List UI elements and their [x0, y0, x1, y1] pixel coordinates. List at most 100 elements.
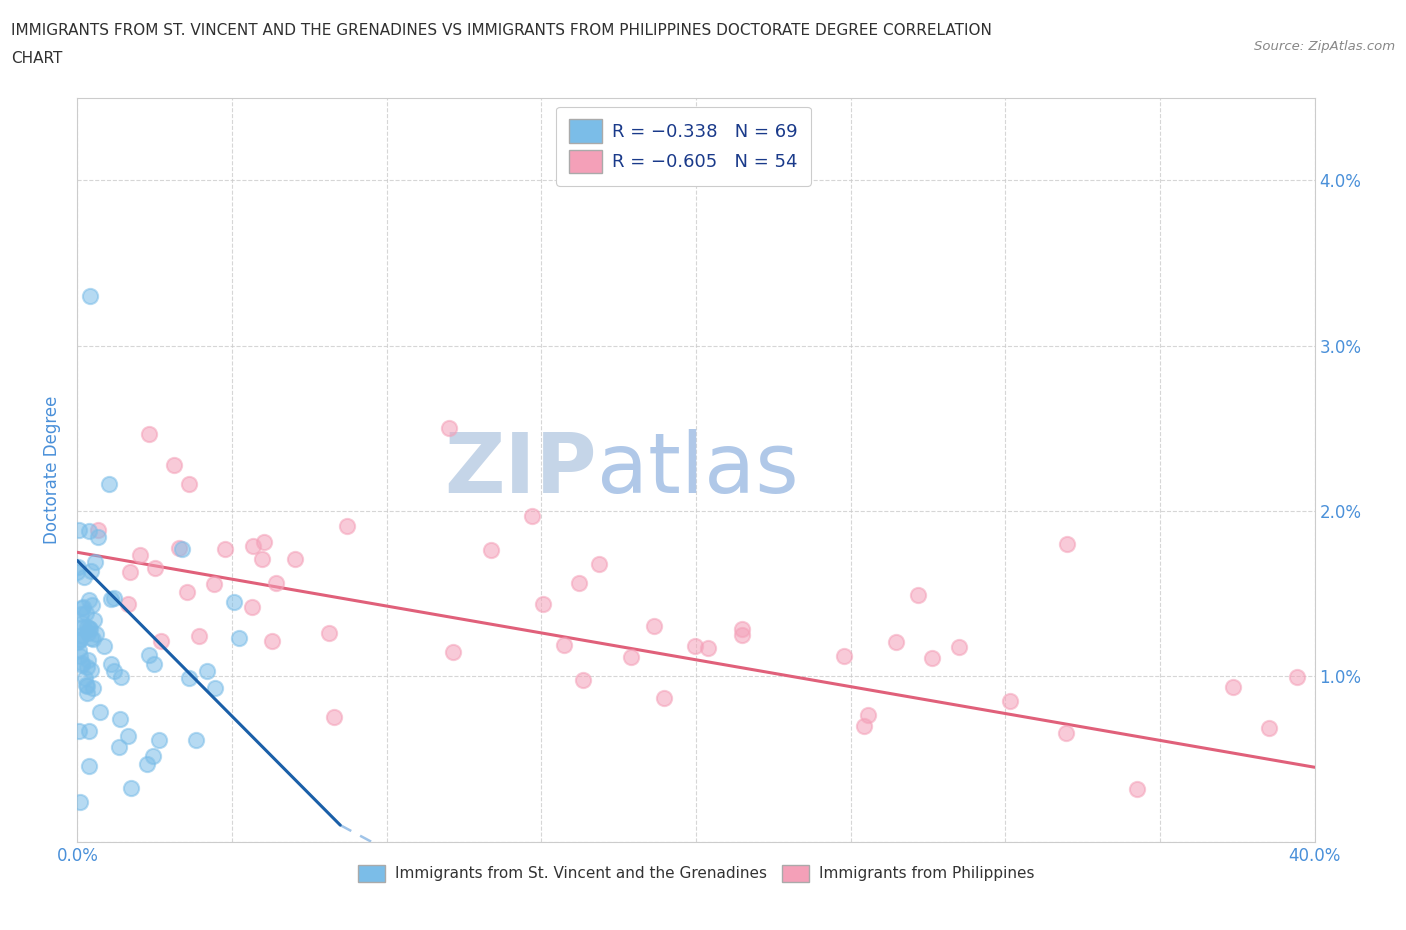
- Point: [260, 633, 283, 648]
- Y-axis label: Doctorate Degree: Doctorate Degree: [44, 395, 62, 544]
- Point: [72, 599, 94, 614]
- Point: [87, 523, 110, 538]
- Point: [266, 576, 288, 591]
- Point: [73, 570, 96, 585]
- Point: [76, 626, 98, 641]
- Point: [948, 640, 970, 655]
- Point: [143, 561, 166, 576]
- Point: [921, 650, 943, 665]
- Point: [129, 548, 152, 563]
- Legend: Immigrants from St. Vincent and the Grenadines, Immigrants from Philippines: Immigrants from St. Vincent and the Gren…: [350, 857, 1042, 890]
- Point: [80, 597, 103, 612]
- Point: [696, 641, 718, 656]
- Point: [853, 718, 876, 733]
- Point: [67, 559, 90, 574]
- Point: [67, 642, 90, 657]
- Point: [70, 616, 93, 631]
- Point: [93, 638, 115, 653]
- Point: [69, 632, 91, 647]
- Point: [66, 565, 89, 580]
- Point: [76, 619, 98, 634]
- Point: [568, 576, 591, 591]
- Point: [103, 664, 125, 679]
- Point: [70, 601, 93, 616]
- Point: [79, 662, 101, 677]
- Point: [150, 633, 173, 648]
- Point: [242, 538, 264, 553]
- Point: [685, 638, 707, 653]
- Point: [1126, 781, 1149, 796]
- Point: [730, 622, 752, 637]
- Point: [643, 618, 665, 633]
- Point: [620, 650, 643, 665]
- Point: [117, 596, 139, 611]
- Point: [214, 542, 236, 557]
- Point: [856, 707, 879, 722]
- Point: [79, 621, 101, 636]
- Point: [98, 477, 121, 492]
- Point: [177, 671, 200, 685]
- Text: CHART: CHART: [11, 51, 63, 66]
- Point: [323, 710, 346, 724]
- Text: IMMIGRANTS FROM ST. VINCENT AND THE GRENADINES VS IMMIGRANTS FROM PHILIPPINES DO: IMMIGRANTS FROM ST. VINCENT AND THE GREN…: [11, 23, 993, 38]
- Point: [222, 595, 245, 610]
- Point: [75, 678, 97, 693]
- Point: [70, 627, 93, 642]
- Point: [70, 606, 93, 621]
- Point: [177, 476, 200, 491]
- Point: [69, 648, 91, 663]
- Point: [76, 679, 98, 694]
- Point: [110, 670, 132, 684]
- Point: [1054, 725, 1077, 740]
- Point: [252, 535, 274, 550]
- Point: [1056, 537, 1078, 551]
- Text: Source: ZipAtlas.com: Source: ZipAtlas.com: [1254, 40, 1395, 53]
- Point: [83, 555, 105, 570]
- Point: [73, 671, 96, 685]
- Point: [100, 657, 122, 671]
- Point: [148, 733, 170, 748]
- Point: [77, 620, 100, 635]
- Text: ZIP: ZIP: [444, 429, 598, 511]
- Point: [120, 780, 142, 795]
- Point: [443, 644, 465, 659]
- Point: [72, 658, 94, 672]
- Point: [77, 758, 100, 773]
- Point: [1257, 720, 1279, 735]
- Point: [240, 599, 263, 614]
- Point: [77, 524, 100, 538]
- Point: [188, 629, 211, 644]
- Point: [731, 628, 754, 643]
- Point: [479, 542, 502, 557]
- Point: [69, 724, 91, 738]
- Point: [197, 664, 219, 679]
- Point: [572, 672, 595, 687]
- Point: [163, 458, 186, 472]
- Point: [82, 631, 104, 646]
- Point: [76, 659, 98, 674]
- Point: [72, 656, 94, 671]
- Point: [77, 724, 100, 738]
- Point: [80, 564, 103, 578]
- Point: [100, 591, 122, 606]
- Point: [1222, 680, 1244, 695]
- Point: [76, 685, 98, 700]
- Point: [553, 637, 575, 652]
- Point: [69, 794, 91, 809]
- Point: [907, 588, 929, 603]
- Point: [588, 557, 610, 572]
- Point: [117, 729, 139, 744]
- Point: [135, 756, 157, 771]
- Point: [204, 681, 226, 696]
- Point: [1286, 670, 1309, 684]
- Point: [176, 584, 198, 599]
- Point: [228, 631, 250, 645]
- Point: [118, 565, 141, 579]
- Point: [437, 421, 460, 436]
- Point: [143, 657, 166, 671]
- Point: [141, 749, 163, 764]
- Point: [250, 551, 273, 566]
- Point: [108, 739, 131, 754]
- Point: [884, 634, 907, 649]
- Point: [202, 577, 225, 591]
